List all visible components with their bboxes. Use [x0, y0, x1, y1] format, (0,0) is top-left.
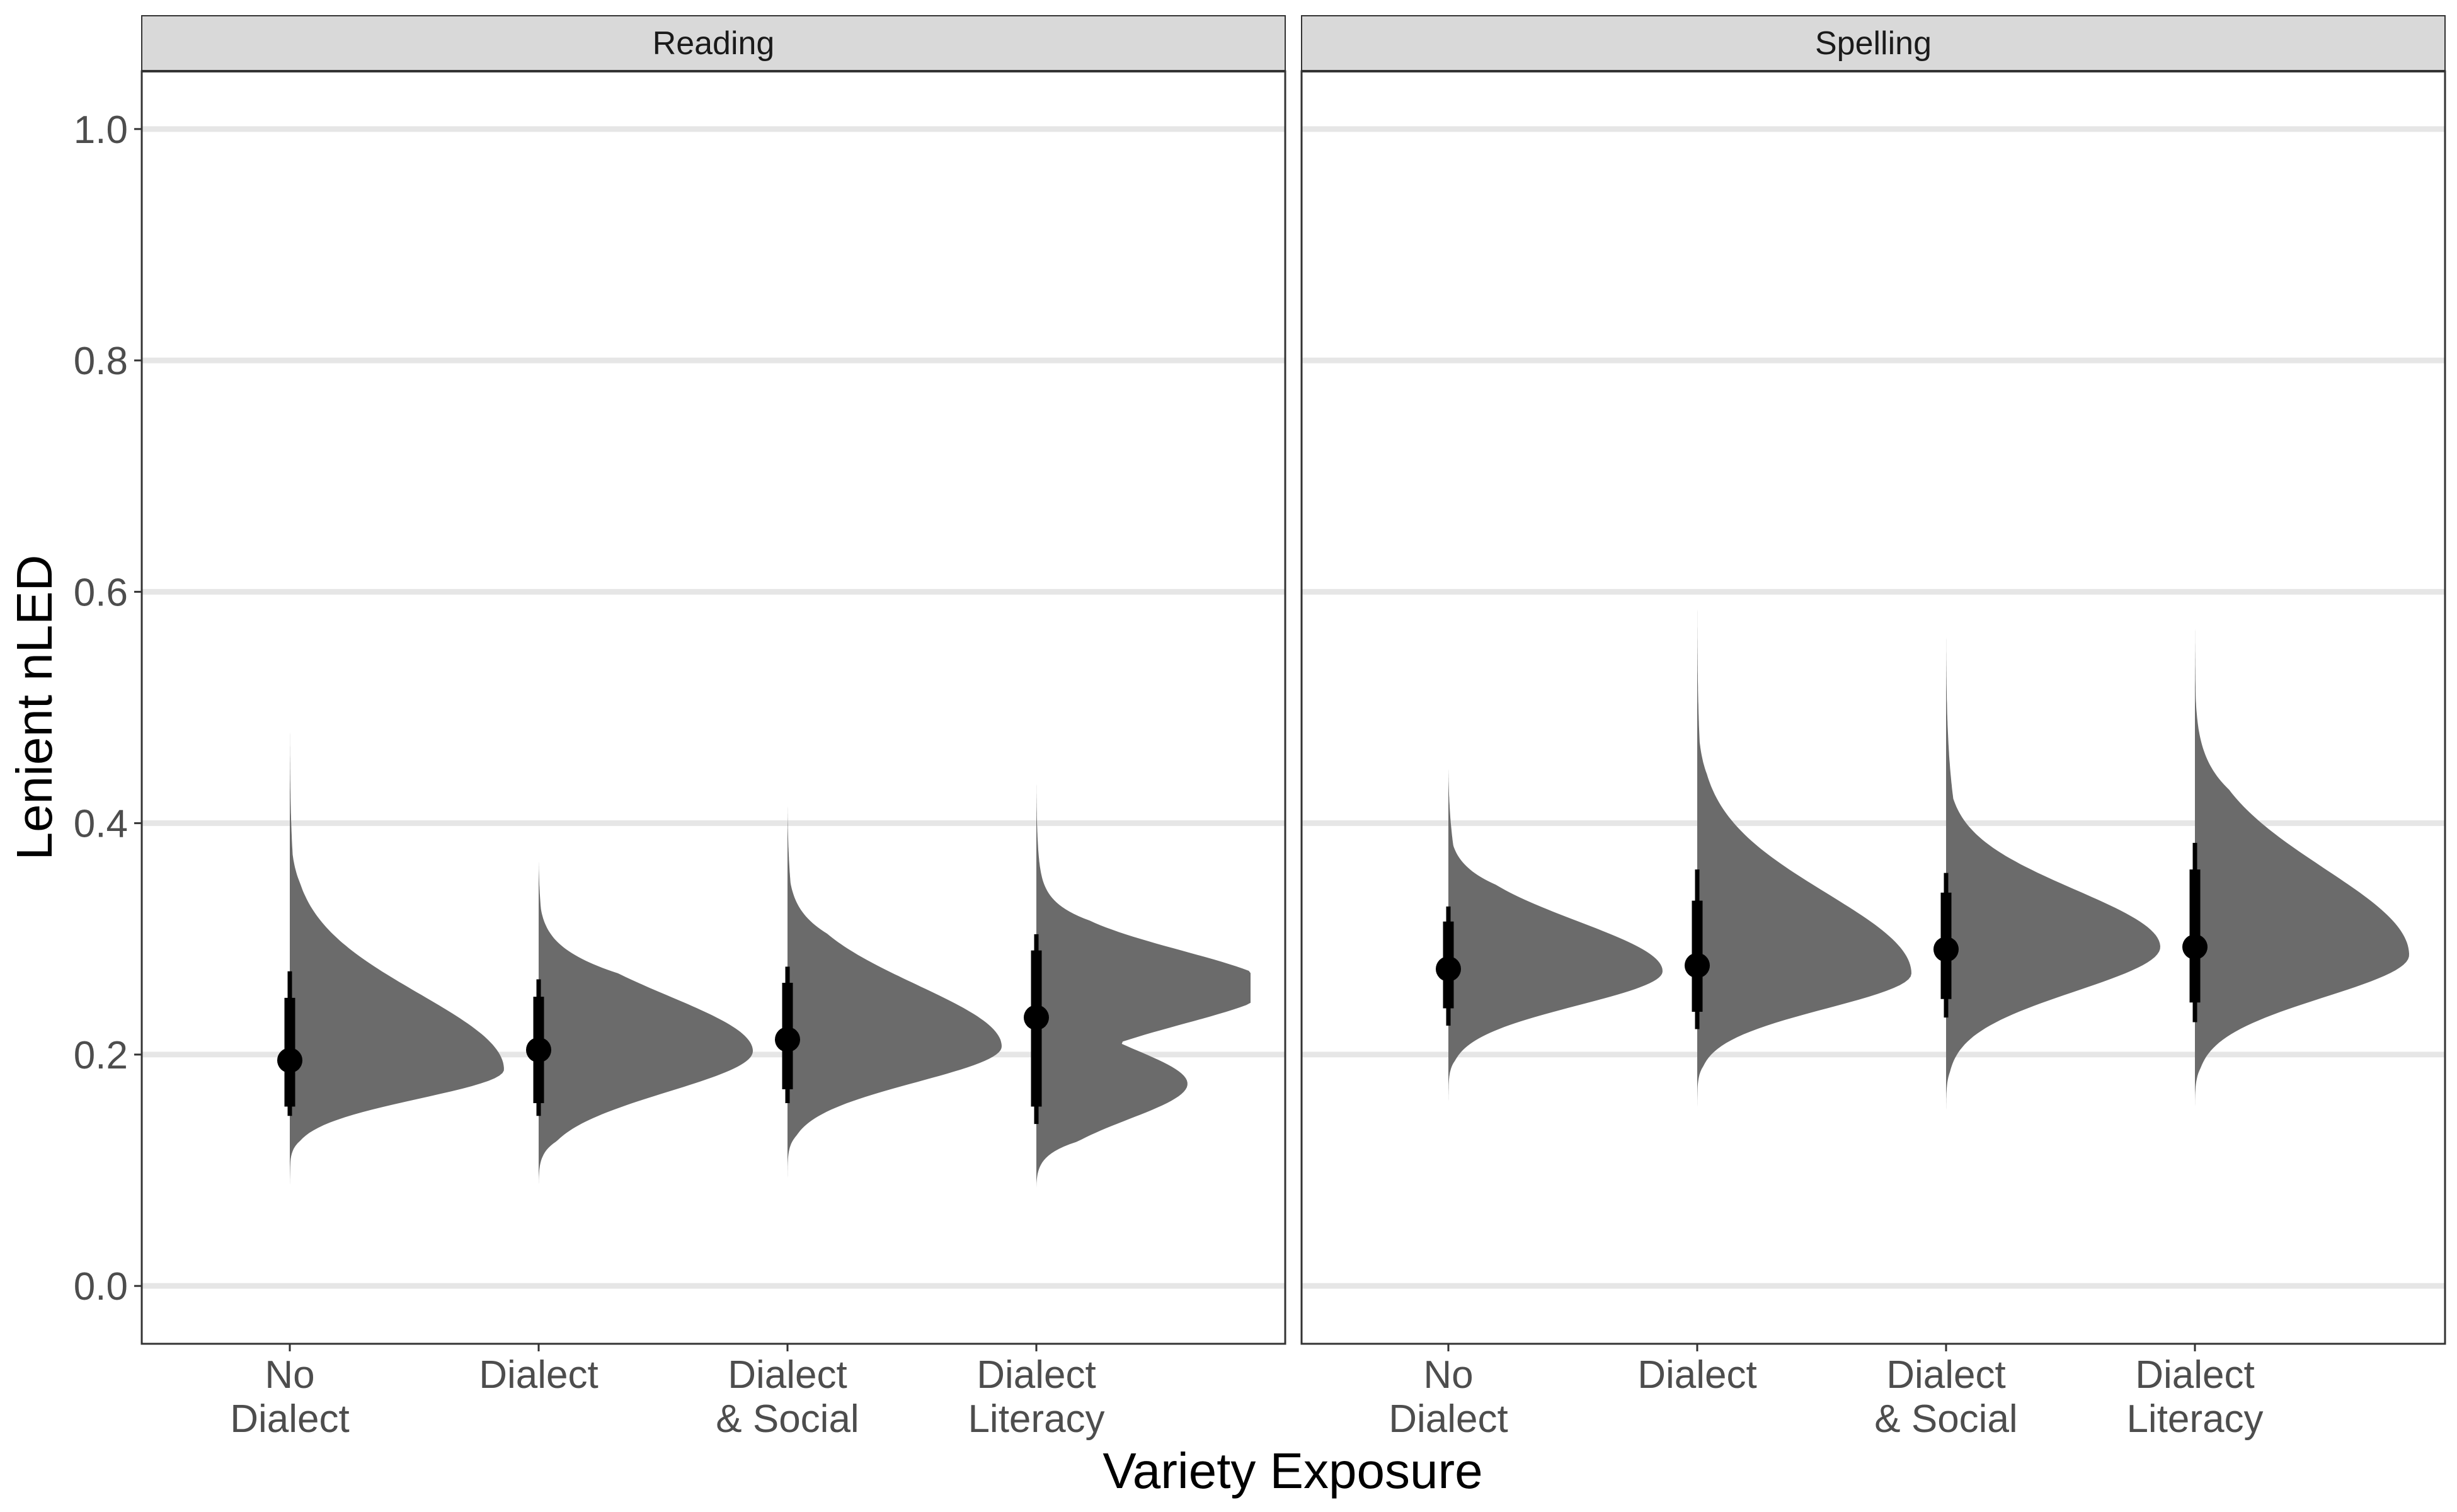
median-point: [277, 1048, 302, 1074]
x-tick-label-line: Dialect: [976, 1353, 1096, 1397]
density-slab: [788, 799, 1002, 1182]
density-slab: [539, 857, 753, 1188]
x-tick-label-line: Literacy: [968, 1397, 1104, 1441]
density-slab: [1036, 777, 1251, 1188]
x-tick-label-line: Dialect: [1389, 1397, 1508, 1441]
strip-label-reading: Reading: [653, 25, 775, 62]
x-tick-label-line: & Social: [716, 1397, 859, 1441]
panel-background: [142, 71, 1285, 1344]
density-slab: [1946, 626, 2160, 1118]
strip-label-spelling: Spelling: [1815, 25, 1932, 62]
x-tick-label-line: Dialect: [479, 1353, 598, 1397]
median-point: [775, 1027, 800, 1053]
x-tick-label: No Dialect: [230, 1353, 350, 1441]
y-axis-title: Lenient nLED: [6, 555, 62, 861]
density-slab: [2195, 615, 2409, 1115]
x-tick-label-line: No: [1423, 1353, 1473, 1397]
median-point: [1933, 936, 1959, 962]
panel-background: [1302, 71, 2445, 1344]
density-slab: [1697, 592, 1911, 1113]
x-tick-label-line: Literacy: [2126, 1397, 2263, 1441]
density-slab: [1448, 765, 1663, 1107]
median-point: [1685, 953, 1710, 978]
x-tick-label: Dialect & Social: [716, 1353, 859, 1441]
panel-border: [1300, 70, 2446, 1345]
x-tick-label: Dialect Literacy: [2126, 1353, 2263, 1441]
density-slab: [290, 719, 504, 1188]
x-tick-label-line: Dialect: [230, 1397, 350, 1441]
x-axis-title: Variety Exposure: [1102, 1443, 1482, 1499]
y-tick-label: 0.6: [74, 571, 128, 614]
x-tick-label-line: Dialect: [728, 1353, 847, 1397]
y-tick-label: 1.0: [74, 108, 128, 152]
y-tick-label: 0.8: [74, 340, 128, 383]
median-point: [2182, 934, 2208, 960]
x-tick-label-line: Dialect: [1637, 1353, 1757, 1397]
x-tick-label: Dialect: [479, 1353, 598, 1397]
x-tick-label-line: Dialect: [2135, 1353, 2255, 1397]
y-tick-label: 0.4: [74, 803, 128, 846]
x-tick-label-line: No: [265, 1353, 314, 1397]
x-tick-label: Dialect: [1637, 1353, 1757, 1397]
panel-border: [140, 70, 1286, 1345]
median-point: [526, 1037, 551, 1063]
x-tick-label-line: & Social: [1874, 1397, 2017, 1441]
median-point: [1436, 956, 1461, 982]
x-tick-label: Dialect Literacy: [968, 1353, 1104, 1441]
x-tick-label: No Dialect: [1389, 1353, 1508, 1441]
x-tick-label-line: Dialect: [1886, 1353, 2006, 1397]
x-tick-label: Dialect & Social: [1874, 1353, 2017, 1441]
y-tick-label: 0.0: [74, 1265, 128, 1309]
y-tick-label: 0.2: [74, 1034, 128, 1077]
median-point: [1024, 1005, 1049, 1031]
strip-background: [1301, 15, 2446, 72]
